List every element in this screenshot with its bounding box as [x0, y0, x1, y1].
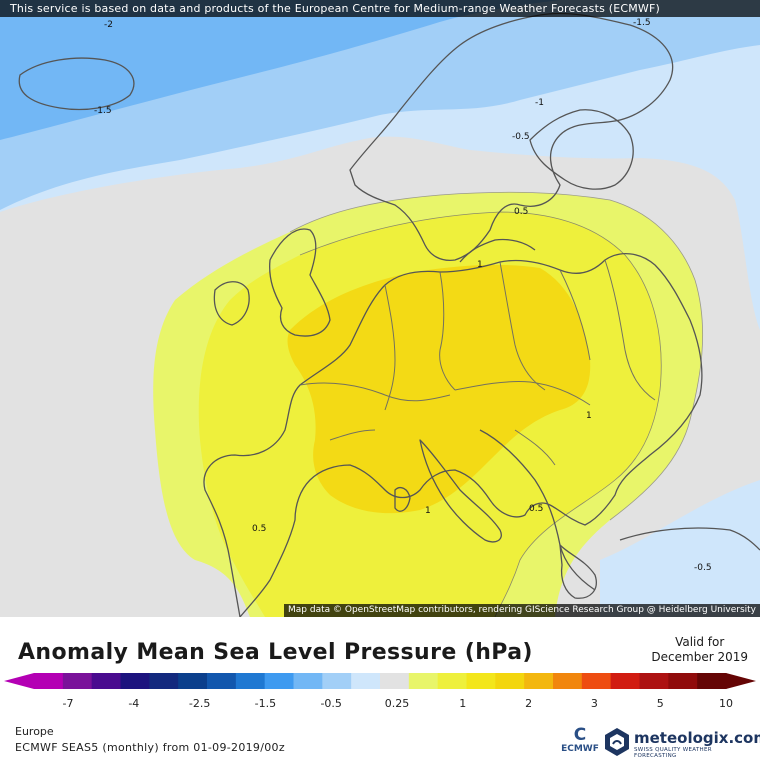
color-scale-swatch	[235, 673, 266, 689]
coast-scandinavia	[349, 12, 674, 261]
valid-date: December 2019	[651, 650, 748, 664]
color-scale-tick-label: 1	[459, 697, 466, 710]
color-scale-tick-label: 2	[525, 697, 532, 710]
color-scale-tick-label: -0.5	[320, 697, 341, 710]
map-canvas[interactable]: -2 -1.5 -1.5 -1 -0.5 0.5 1 1 1 0.5 0.5 -…	[0, 0, 760, 617]
contour-label: 1	[477, 260, 483, 270]
color-scale-swatch	[34, 673, 64, 689]
color-scale-swatch	[697, 673, 727, 689]
color-scale: -7 -4 -2.5 -1.5 -0.5 0.25 1 2 3 5 10	[4, 673, 756, 710]
model-run-label: ECMWF SEAS5 (monthly) from 01-09-2019/00…	[15, 741, 285, 754]
color-scale-tick-label: -4	[128, 697, 139, 710]
border-3	[439, 271, 456, 391]
coastline-layer	[18, 12, 760, 617]
ecmwf-logo[interactable]: C ECMWF	[560, 726, 600, 758]
ecmwf-mark-icon: C	[573, 725, 587, 745]
color-scale-swatch	[524, 673, 554, 689]
color-scale-swatch	[91, 673, 121, 689]
color-scale-swatch	[437, 673, 467, 689]
coast-sardinia	[394, 487, 411, 512]
brand-name: meteologix.com	[634, 729, 760, 747]
color-scale-swatch	[178, 673, 208, 689]
color-scale-tick-label: 3	[591, 697, 598, 710]
color-scale-swatch	[293, 673, 323, 689]
border-1	[299, 382, 451, 402]
coast-balkans	[479, 429, 596, 591]
coast-baltic	[459, 238, 536, 263]
color-scale-swatch	[668, 673, 698, 689]
border-7	[604, 259, 656, 401]
contour-1	[299, 211, 662, 617]
border-8	[329, 429, 376, 441]
coast-britain	[269, 228, 331, 337]
contour-label: 0.5	[252, 524, 266, 534]
valid-period: Valid for December 2019	[651, 635, 748, 665]
color-scale-swatch	[380, 673, 410, 689]
color-scale-swatch	[264, 673, 294, 689]
color-scale-swatch	[207, 673, 237, 689]
contour-label: -1.5	[633, 18, 651, 28]
coast-turkey	[619, 527, 760, 551]
color-scale-swatch	[610, 673, 640, 689]
color-scale-arrow-left	[4, 673, 34, 689]
map-attribution[interactable]: Map data © OpenStreetMap contributors, r…	[284, 604, 760, 617]
brand-tagline: SWISS QUALITY WEATHER FORECASTING	[634, 747, 712, 759]
band-1-to-2	[287, 264, 591, 514]
color-scale-ticks: -7 -4 -2.5 -1.5 -0.5 0.25 1 2 3 5 10	[63, 697, 733, 710]
color-scale-swatch	[408, 673, 439, 689]
contour-label: -1	[535, 98, 544, 108]
valid-label: Valid for	[675, 635, 725, 649]
border-6	[559, 269, 591, 361]
color-scale-tick-label: 10	[719, 697, 733, 710]
color-scale-tick-label: -1.5	[255, 697, 276, 710]
coast-iceland	[18, 57, 135, 111]
contour-0-5	[289, 191, 704, 521]
meteologix-logo[interactable]: meteologix.com SWISS QUALITY WEATHER FOR…	[604, 726, 760, 759]
region-label: Europe	[15, 725, 54, 738]
border-2	[384, 284, 396, 411]
meteologix-emblem-icon	[605, 728, 629, 756]
coast-greece	[559, 544, 597, 599]
color-scale-swatch	[62, 673, 93, 689]
ecmwf-logo-text: ECMWF	[561, 744, 599, 754]
color-scale-tick-label: 5	[657, 697, 664, 710]
contour-label: -1.5	[94, 106, 112, 116]
color-scale-swatch	[351, 673, 381, 689]
color-scale-swatch	[149, 673, 179, 689]
contour-label: 1	[425, 506, 431, 516]
border-layer	[299, 259, 656, 466]
coast-continent	[203, 253, 703, 617]
ecmwf-notice: This service is based on data and produc…	[0, 0, 760, 17]
coast-ireland	[213, 281, 250, 326]
coast-italy	[419, 439, 502, 543]
border-4	[499, 261, 546, 391]
border-5	[454, 381, 591, 406]
contour-label: 1	[586, 411, 592, 421]
color-scale-swatch	[639, 673, 669, 689]
color-scale-arrow-right	[726, 673, 756, 689]
contour-label: 0.5	[514, 207, 528, 217]
color-scale-swatch	[553, 673, 583, 689]
color-scale-tick-label: -2.5	[189, 697, 210, 710]
coast-finland	[529, 109, 634, 190]
contour-label: -0.5	[694, 563, 712, 573]
contour-label: -2	[104, 20, 113, 30]
contour-label: 0.5	[529, 504, 543, 514]
contour-label: -0.5	[512, 132, 530, 142]
color-scale-swatch	[466, 673, 496, 689]
contour-label-layer: -2 -1.5 -1.5 -1 -0.5 0.5 1 1 1 0.5 0.5 -…	[94, 18, 712, 573]
border-9	[514, 429, 556, 466]
color-scale-tick-label: -7	[63, 697, 74, 710]
color-scale-tick-label: 0.25	[385, 697, 410, 710]
color-scale-swatch	[322, 673, 352, 689]
color-scale-swatch	[581, 673, 612, 689]
color-scale-swatch	[495, 673, 525, 689]
color-scale-swatch	[120, 673, 150, 689]
color-scale-swatches	[4, 673, 756, 689]
map-title: Anomaly Mean Sea Level Pressure (hPa)	[18, 640, 533, 665]
